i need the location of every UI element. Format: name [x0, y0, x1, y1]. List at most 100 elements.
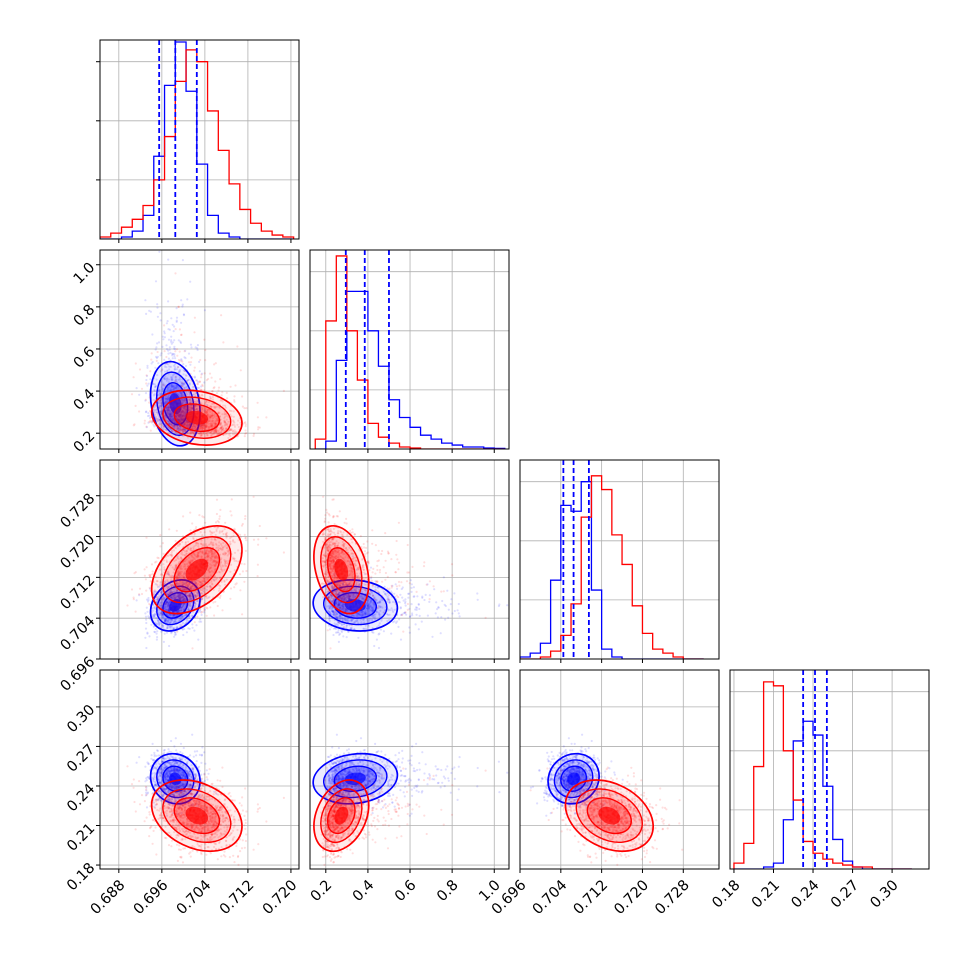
- scatter-point: [245, 432, 247, 434]
- scatter-point: [147, 415, 149, 417]
- scatter-point: [199, 618, 201, 620]
- scatter-point: [230, 386, 232, 388]
- scatter-point: [234, 583, 236, 585]
- scatter-point: [244, 421, 246, 423]
- scatter-point: [182, 259, 184, 261]
- scatter-point: [141, 388, 143, 390]
- scatter-point: [257, 544, 259, 546]
- scatter-point: [201, 611, 203, 613]
- scatter-point: [404, 598, 406, 600]
- scatter-point: [135, 611, 137, 613]
- scatter-point: [183, 356, 185, 358]
- scatter-point: [200, 376, 202, 378]
- scatter-point: [378, 647, 380, 649]
- scatter-point: [337, 629, 339, 631]
- scatter-point: [212, 601, 214, 603]
- scatter-point: [181, 305, 183, 307]
- scatter-point: [197, 383, 199, 385]
- scatter-point: [185, 365, 187, 367]
- scatter-point: [180, 342, 182, 344]
- scatter-point: [176, 631, 178, 633]
- scatter-point: [126, 604, 128, 606]
- scatter-point: [169, 349, 171, 351]
- scatter-point: [133, 376, 135, 378]
- scatter-point: [195, 379, 197, 381]
- scatter-point: [188, 353, 190, 355]
- scatter-point: [233, 586, 235, 588]
- scatter-point: [145, 537, 147, 539]
- scatter-point: [177, 247, 179, 249]
- scatter-point: [191, 623, 193, 625]
- scatter-point: [146, 607, 148, 609]
- scatter-point: [150, 430, 152, 432]
- scatter-point: [156, 557, 158, 559]
- scatter-point: [178, 339, 180, 341]
- scatter-point: [216, 513, 218, 515]
- scatter-point: [151, 333, 153, 335]
- scatter-point: [178, 306, 180, 308]
- scatter-point: [163, 553, 165, 555]
- scatter-point: [214, 601, 216, 603]
- scatter-point: [333, 628, 335, 630]
- scatter-point: [244, 429, 246, 431]
- scatter-point: [233, 399, 235, 401]
- scatter-point: [167, 353, 169, 355]
- scatter-point: [405, 605, 407, 607]
- scatter-point: [145, 392, 147, 394]
- scatter-point: [244, 435, 246, 437]
- scatter-point: [257, 564, 259, 566]
- histogram-panel-3: [520, 460, 719, 659]
- scatter-point: [164, 332, 166, 334]
- scatter-point: [157, 356, 159, 358]
- scatter-point: [211, 377, 213, 379]
- scatter-point: [146, 633, 148, 635]
- scatter-point: [183, 314, 185, 316]
- scatter-point: [176, 92, 178, 94]
- scatter-point: [175, 328, 177, 330]
- scatter-point: [204, 359, 206, 361]
- scatter-point: [145, 647, 147, 649]
- scatter-point: [165, 356, 167, 358]
- scatter-point: [154, 631, 156, 633]
- scatter-point: [146, 566, 148, 568]
- scatter-point: [399, 594, 401, 596]
- scatter-point: [213, 614, 215, 616]
- scatter-point: [163, 324, 165, 326]
- scatter-point: [164, 336, 166, 338]
- scatter-point: [203, 381, 205, 383]
- histogram-panel-2: [310, 250, 509, 449]
- scatter-point: [241, 525, 243, 527]
- scatter-point: [162, 336, 164, 338]
- scatter-point: [144, 612, 146, 614]
- scatter-point: [168, 358, 170, 360]
- scatter-point: [166, 322, 168, 324]
- scatter-point: [160, 354, 162, 356]
- scatter-point: [148, 383, 150, 385]
- scatter-point: [200, 374, 202, 376]
- scatter-point: [203, 607, 205, 609]
- scatter-point: [174, 272, 176, 274]
- scatter-point: [197, 344, 199, 346]
- scatter-point: [182, 634, 184, 636]
- scatter-point: [179, 351, 181, 353]
- scatter-point: [205, 607, 207, 609]
- scatter-point: [257, 575, 259, 577]
- scatter-point: [153, 424, 155, 426]
- scatter-point: [154, 367, 156, 369]
- scatter-point: [411, 587, 413, 589]
- scatter-point: [180, 299, 182, 301]
- scatter-point: [394, 620, 396, 622]
- scatter-point: [245, 425, 247, 427]
- scatter-point: [194, 317, 196, 319]
- scatter-point: [144, 299, 146, 301]
- scatter-point: [182, 363, 184, 365]
- scatter-point: [194, 367, 196, 369]
- scatter-point: [440, 616, 442, 618]
- scatter-point: [193, 630, 195, 632]
- scatter-point: [150, 624, 152, 626]
- scatter-point: [144, 420, 146, 422]
- scatter-point: [145, 628, 147, 630]
- scatter-point: [172, 341, 174, 343]
- scatter-point: [216, 392, 218, 394]
- scatter-point: [155, 280, 157, 282]
